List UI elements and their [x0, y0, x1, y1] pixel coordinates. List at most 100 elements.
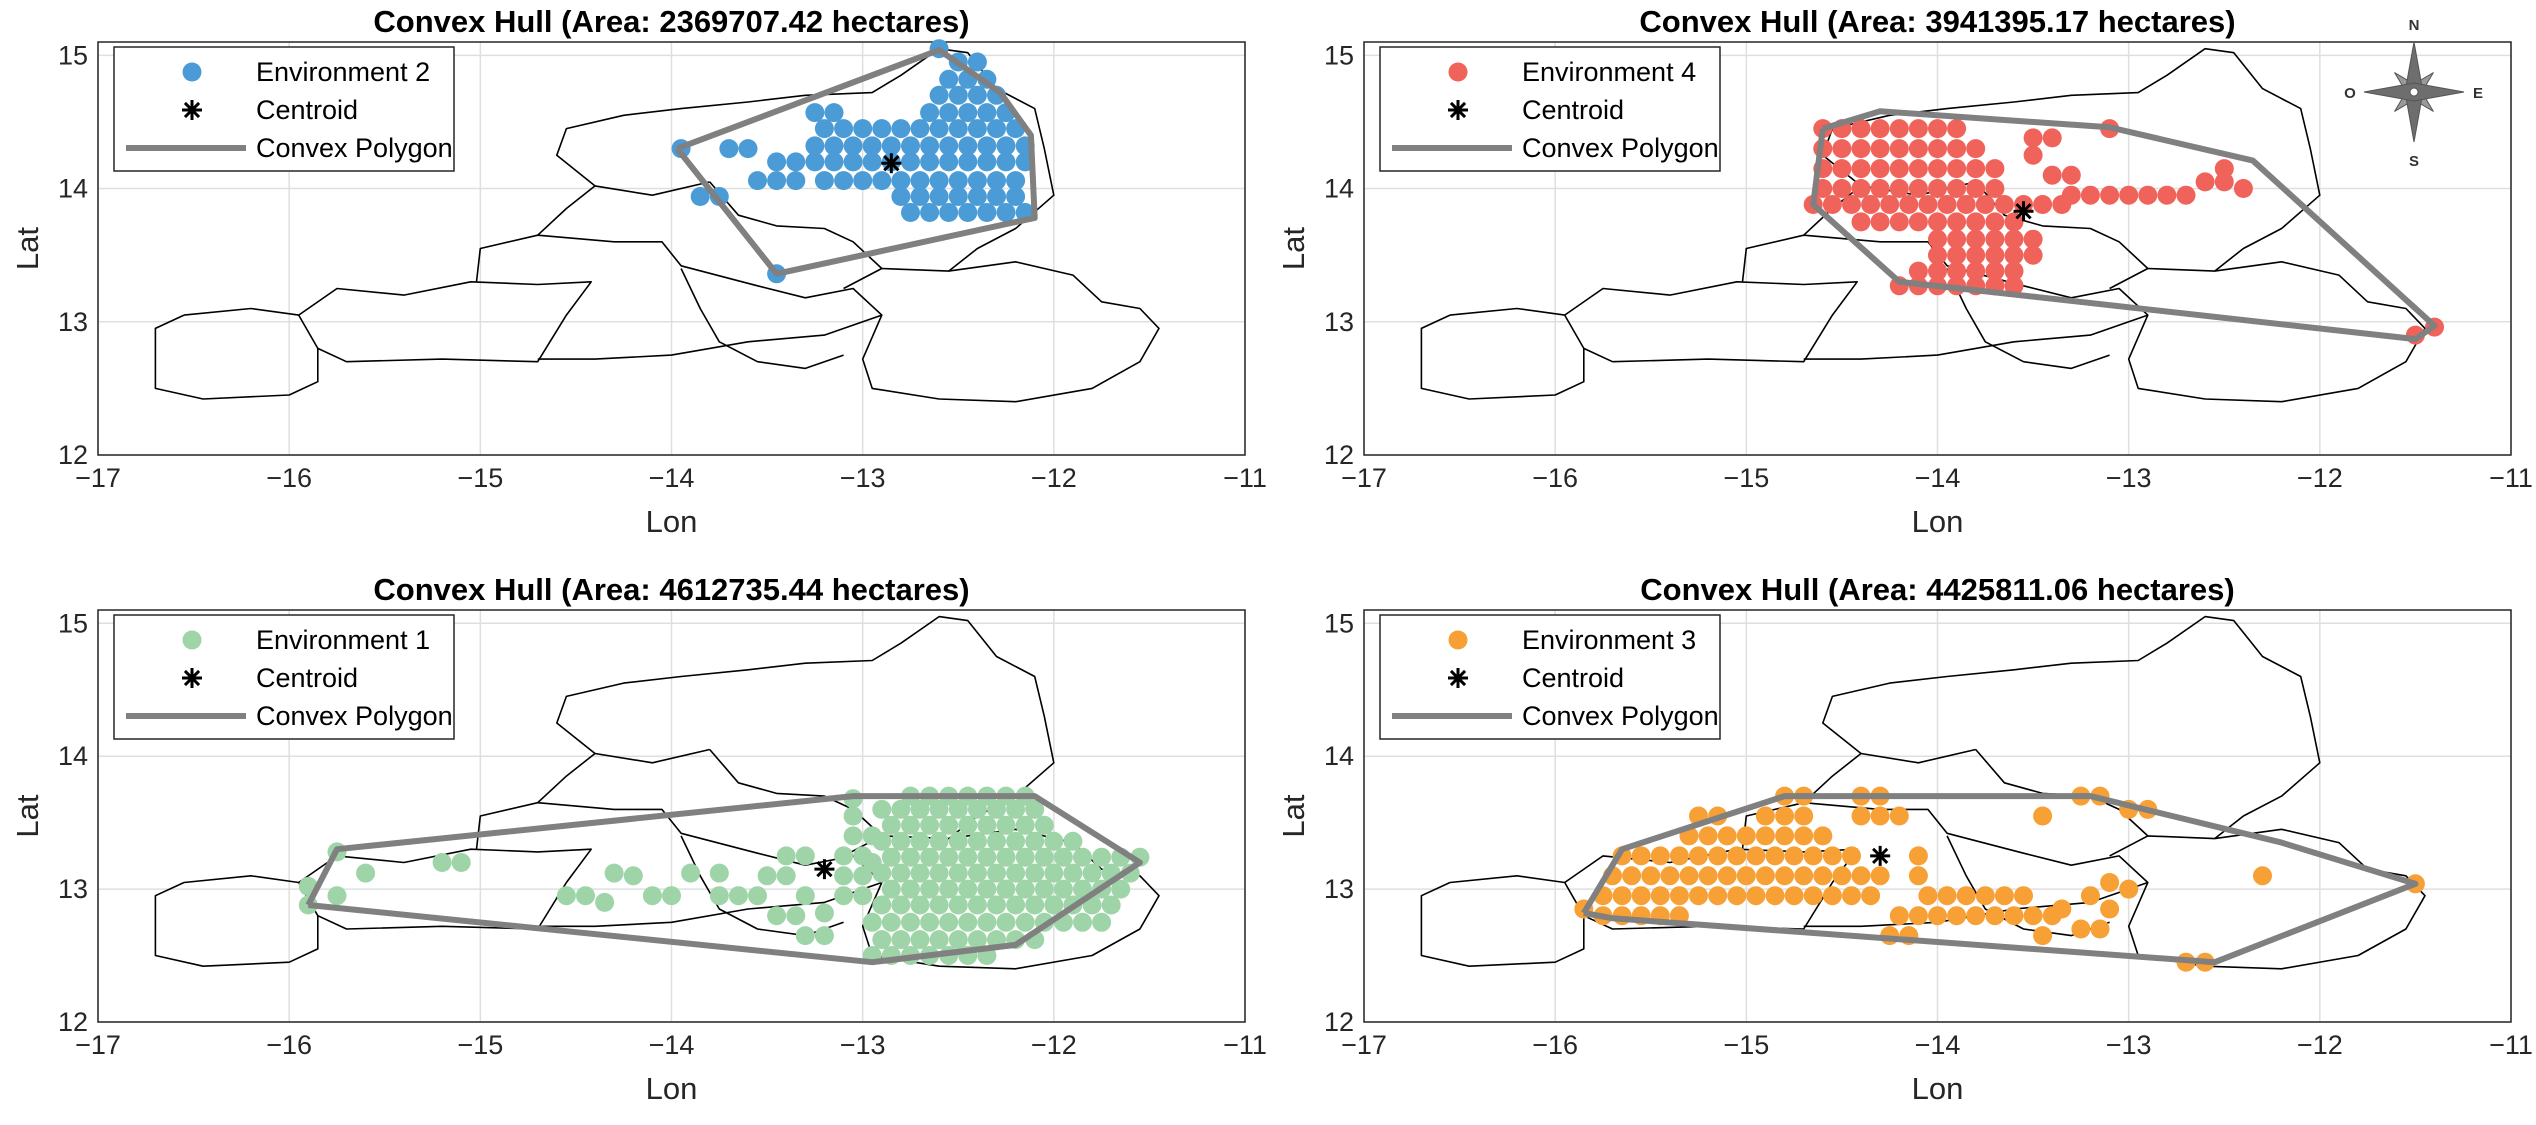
data-point [910, 187, 930, 206]
data-point [1053, 879, 1073, 899]
data-point [862, 912, 882, 932]
data-point [1631, 886, 1651, 906]
data-point [1015, 912, 1035, 932]
data-point [872, 930, 892, 950]
data-point [2100, 899, 2120, 919]
x-tick-label: −16 [1532, 463, 1578, 493]
data-point [853, 866, 873, 886]
data-point [1870, 119, 1890, 139]
data-point [1612, 886, 1632, 906]
legend-centroid-swatch [183, 669, 201, 687]
data-point [1937, 195, 1957, 214]
data-point [2157, 185, 2177, 205]
data-point [2014, 886, 2033, 906]
data-point [767, 171, 787, 191]
data-point [1755, 806, 1775, 826]
centroid-stroke [816, 861, 833, 878]
data-point [2004, 229, 2024, 249]
data-point [1899, 195, 1919, 214]
data-point [1775, 826, 1795, 846]
region-boundary [298, 280, 593, 363]
compass-label-o: O [2344, 85, 2356, 102]
data-point [2042, 165, 2062, 185]
data-point [987, 171, 1006, 191]
data-point [1870, 866, 1890, 886]
data-point [1025, 799, 1045, 819]
data-point [1727, 886, 1747, 906]
y-tick-label: 14 [58, 741, 88, 771]
data-point [2061, 185, 2081, 205]
legend-point-swatch [182, 62, 202, 82]
data-point [939, 847, 959, 867]
data-point [929, 895, 949, 915]
data-point [1803, 846, 1823, 866]
data-point [967, 831, 987, 851]
x-tick-label: −12 [2297, 463, 2343, 493]
data-point [853, 171, 873, 191]
data-point [1755, 826, 1775, 846]
x-tick-label: −15 [457, 463, 503, 493]
data-point [642, 886, 662, 906]
y-tick-label: 12 [1324, 1007, 1354, 1037]
region-boundary [1975, 748, 2149, 837]
data-point [1660, 866, 1680, 886]
x-tick-label: −12 [1031, 1030, 1077, 1060]
data-point [939, 103, 959, 123]
data-point [1622, 866, 1642, 886]
data-point [1736, 826, 1756, 846]
y-tick-label: 14 [1324, 174, 1354, 204]
data-point [1006, 831, 1026, 851]
data-point [853, 119, 873, 139]
data-point [862, 152, 882, 172]
data-point [767, 152, 787, 172]
panel-3: −17 −16 −15 −14 −13 −12 −11 12 13 14 15 Lon Lat Conve… [10, 572, 1267, 1106]
data-point [1985, 229, 2005, 249]
data-point [1746, 846, 1766, 866]
data-point [2023, 229, 2043, 249]
y-tick-label: 15 [58, 608, 88, 638]
data-point [1870, 806, 1890, 826]
data-point [1851, 139, 1871, 159]
data-point [967, 119, 987, 139]
x-axis-label: Lon [1912, 504, 1964, 539]
data-point [1082, 863, 1102, 883]
region-boundary [2109, 260, 2426, 403]
x-tick-label: −11 [2489, 463, 2533, 493]
x-tick-label: −15 [1723, 463, 1769, 493]
legend: Environment 1 Centroid Convex Polygon [113, 614, 455, 740]
data-point [958, 815, 978, 835]
centroid-stroke [1872, 847, 1889, 865]
data-point [920, 103, 940, 123]
legend-label: Convex Polygon [256, 701, 453, 731]
data-point [2119, 879, 2139, 899]
data-point [929, 119, 949, 139]
data-point [1908, 866, 1928, 886]
data-point [795, 846, 815, 866]
data-point [1985, 245, 2005, 265]
data-point [1717, 826, 1737, 846]
data-point [1794, 826, 1814, 846]
compass-center [2409, 87, 2419, 97]
data-point [948, 187, 968, 206]
data-point [967, 863, 987, 883]
data-point [1947, 261, 1967, 281]
data-point [748, 171, 767, 191]
data-point [1092, 847, 1112, 867]
data-point [2071, 919, 2091, 939]
y-tick-label: 12 [58, 1007, 88, 1037]
data-point [977, 815, 997, 835]
y-axis-label: Lat [1276, 794, 1311, 837]
data-point [958, 152, 978, 172]
data-point [1966, 906, 1986, 926]
data-point [1813, 826, 1833, 846]
data-point [1765, 846, 1785, 866]
data-point [2214, 159, 2234, 179]
data-point [948, 831, 968, 851]
data-point [1947, 906, 1967, 926]
x-axis-label: Lon [646, 1071, 698, 1106]
data-point [1784, 846, 1804, 866]
data-point [814, 903, 834, 923]
centroid-stroke [883, 155, 900, 172]
legend-label: Environment 2 [256, 57, 430, 87]
